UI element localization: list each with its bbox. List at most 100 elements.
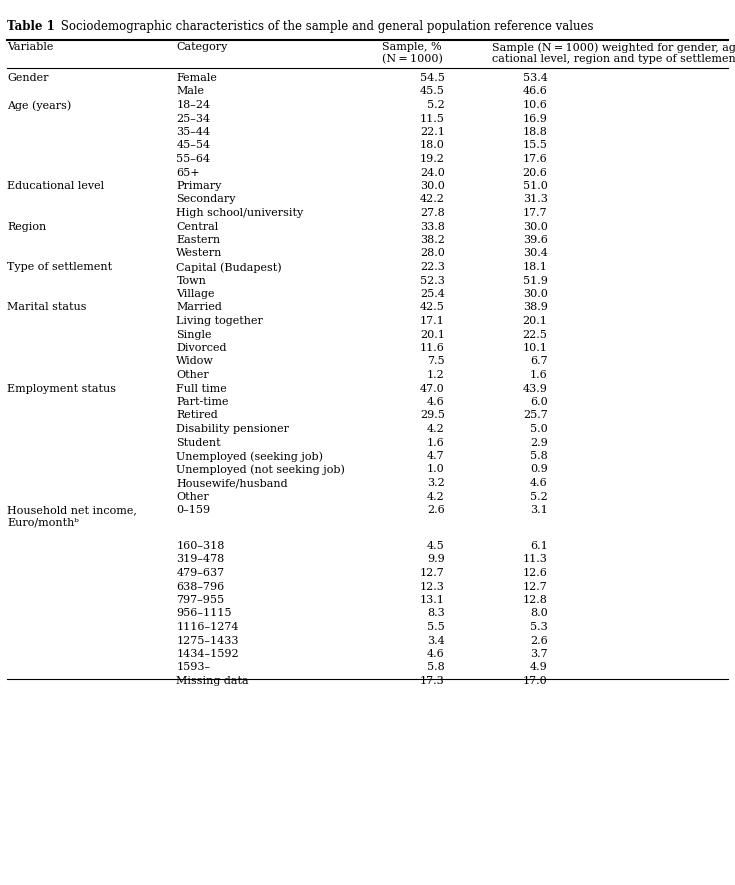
- Text: 10.6: 10.6: [523, 100, 548, 110]
- Text: 1275–1433: 1275–1433: [176, 635, 239, 645]
- Text: Type of settlement: Type of settlement: [7, 262, 112, 272]
- Text: Variable: Variable: [7, 42, 54, 52]
- Text: 1.6: 1.6: [427, 437, 445, 448]
- Text: 43.9: 43.9: [523, 383, 548, 394]
- Text: 1593–: 1593–: [176, 663, 210, 673]
- Text: 2.9: 2.9: [530, 437, 548, 448]
- Text: 45–54: 45–54: [176, 141, 210, 150]
- Text: 55–64: 55–64: [176, 154, 210, 164]
- Text: 25.7: 25.7: [523, 411, 548, 420]
- Text: 4.2: 4.2: [427, 491, 445, 502]
- Text: 19.2: 19.2: [420, 154, 445, 164]
- Text: 11.3: 11.3: [523, 555, 548, 565]
- Text: Category: Category: [176, 42, 228, 52]
- Text: 1116–1274: 1116–1274: [176, 622, 239, 632]
- Text: 52.3: 52.3: [420, 275, 445, 286]
- Text: 8.0: 8.0: [530, 609, 548, 619]
- Text: (N = 1000): (N = 1000): [382, 53, 443, 64]
- Text: Marital status: Marital status: [7, 303, 87, 312]
- Text: 22.3: 22.3: [420, 262, 445, 272]
- Text: 25–34: 25–34: [176, 113, 210, 124]
- Text: 1.6: 1.6: [530, 370, 548, 380]
- Text: Western: Western: [176, 249, 223, 258]
- Text: 33.8: 33.8: [420, 221, 445, 232]
- Text: 18.1: 18.1: [523, 262, 548, 272]
- Text: Euro/monthᵇ: Euro/monthᵇ: [7, 518, 79, 527]
- Text: 25.4: 25.4: [420, 289, 445, 299]
- Text: 12.8: 12.8: [523, 595, 548, 605]
- Text: Married: Married: [176, 303, 222, 312]
- Text: 5.2: 5.2: [427, 100, 445, 110]
- Text: High school/university: High school/university: [176, 208, 304, 218]
- Text: 16.9: 16.9: [523, 113, 548, 124]
- Text: 15.5: 15.5: [523, 141, 548, 150]
- Text: 42.2: 42.2: [420, 195, 445, 204]
- Text: 11.6: 11.6: [420, 343, 445, 353]
- Text: 38.2: 38.2: [420, 235, 445, 245]
- Text: 24.0: 24.0: [420, 167, 445, 178]
- Text: Eastern: Eastern: [176, 235, 220, 245]
- Text: Housewife/husband: Housewife/husband: [176, 478, 288, 488]
- Text: 47.0: 47.0: [420, 383, 445, 394]
- Text: Table 1: Table 1: [7, 20, 55, 33]
- Text: 51.0: 51.0: [523, 181, 548, 191]
- Text: 4.5: 4.5: [427, 541, 445, 551]
- Text: 18.8: 18.8: [523, 127, 548, 137]
- Text: Retired: Retired: [176, 411, 218, 420]
- Text: 479–637: 479–637: [176, 568, 224, 578]
- Text: 1.2: 1.2: [427, 370, 445, 380]
- Text: 10.1: 10.1: [523, 343, 548, 353]
- Text: 13.1: 13.1: [420, 595, 445, 605]
- Text: 17.0: 17.0: [523, 676, 548, 686]
- Text: 22.1: 22.1: [420, 127, 445, 137]
- Text: 54.5: 54.5: [420, 73, 445, 83]
- Text: 30.0: 30.0: [523, 221, 548, 232]
- Text: Sample (N = 1000) weighted for gender, age, edu-: Sample (N = 1000) weighted for gender, a…: [492, 42, 735, 52]
- Text: 319–478: 319–478: [176, 555, 225, 565]
- Text: Town: Town: [176, 275, 207, 286]
- Text: 5.8: 5.8: [427, 663, 445, 673]
- Text: Male: Male: [176, 87, 204, 96]
- Text: 638–796: 638–796: [176, 581, 225, 591]
- Text: Gender: Gender: [7, 73, 49, 83]
- Text: 2.6: 2.6: [530, 635, 548, 645]
- Text: 5.3: 5.3: [530, 622, 548, 632]
- Text: 12.6: 12.6: [523, 568, 548, 578]
- Text: 17.7: 17.7: [523, 208, 548, 218]
- Text: 4.7: 4.7: [427, 451, 445, 461]
- Text: Region: Region: [7, 221, 46, 232]
- Text: 2.6: 2.6: [427, 505, 445, 515]
- Text: 29.5: 29.5: [420, 411, 445, 420]
- Text: Household net income,: Household net income,: [7, 505, 137, 515]
- Text: Missing data: Missing data: [176, 676, 249, 686]
- Text: 12.7: 12.7: [420, 568, 445, 578]
- Text: Other: Other: [176, 491, 209, 502]
- Text: Central: Central: [176, 221, 218, 232]
- Text: 3.1: 3.1: [530, 505, 548, 515]
- Text: 28.0: 28.0: [420, 249, 445, 258]
- Text: 46.6: 46.6: [523, 87, 548, 96]
- Text: Unemployed (seeking job): Unemployed (seeking job): [176, 451, 323, 462]
- Text: 5.2: 5.2: [530, 491, 548, 502]
- Text: Student: Student: [176, 437, 221, 448]
- Text: 0–159: 0–159: [176, 505, 210, 515]
- Text: 11.5: 11.5: [420, 113, 445, 124]
- Text: 6.0: 6.0: [530, 397, 548, 407]
- Text: 8.3: 8.3: [427, 609, 445, 619]
- Text: Sociodemographic characteristics of the sample and general population reference : Sociodemographic characteristics of the …: [49, 20, 594, 33]
- Text: 45.5: 45.5: [420, 87, 445, 96]
- Text: 53.4: 53.4: [523, 73, 548, 83]
- Text: 30.0: 30.0: [420, 181, 445, 191]
- Text: 4.6: 4.6: [427, 397, 445, 407]
- Text: 9.9: 9.9: [427, 555, 445, 565]
- Text: Employment status: Employment status: [7, 383, 116, 394]
- Text: 18–24: 18–24: [176, 100, 210, 110]
- Text: 18.0: 18.0: [420, 141, 445, 150]
- Text: 35–44: 35–44: [176, 127, 210, 137]
- Text: 6.7: 6.7: [530, 357, 548, 366]
- Text: 4.9: 4.9: [530, 663, 548, 673]
- Text: 17.1: 17.1: [420, 316, 445, 326]
- Text: 3.4: 3.4: [427, 635, 445, 645]
- Text: 20.1: 20.1: [523, 316, 548, 326]
- Text: 797–955: 797–955: [176, 595, 224, 605]
